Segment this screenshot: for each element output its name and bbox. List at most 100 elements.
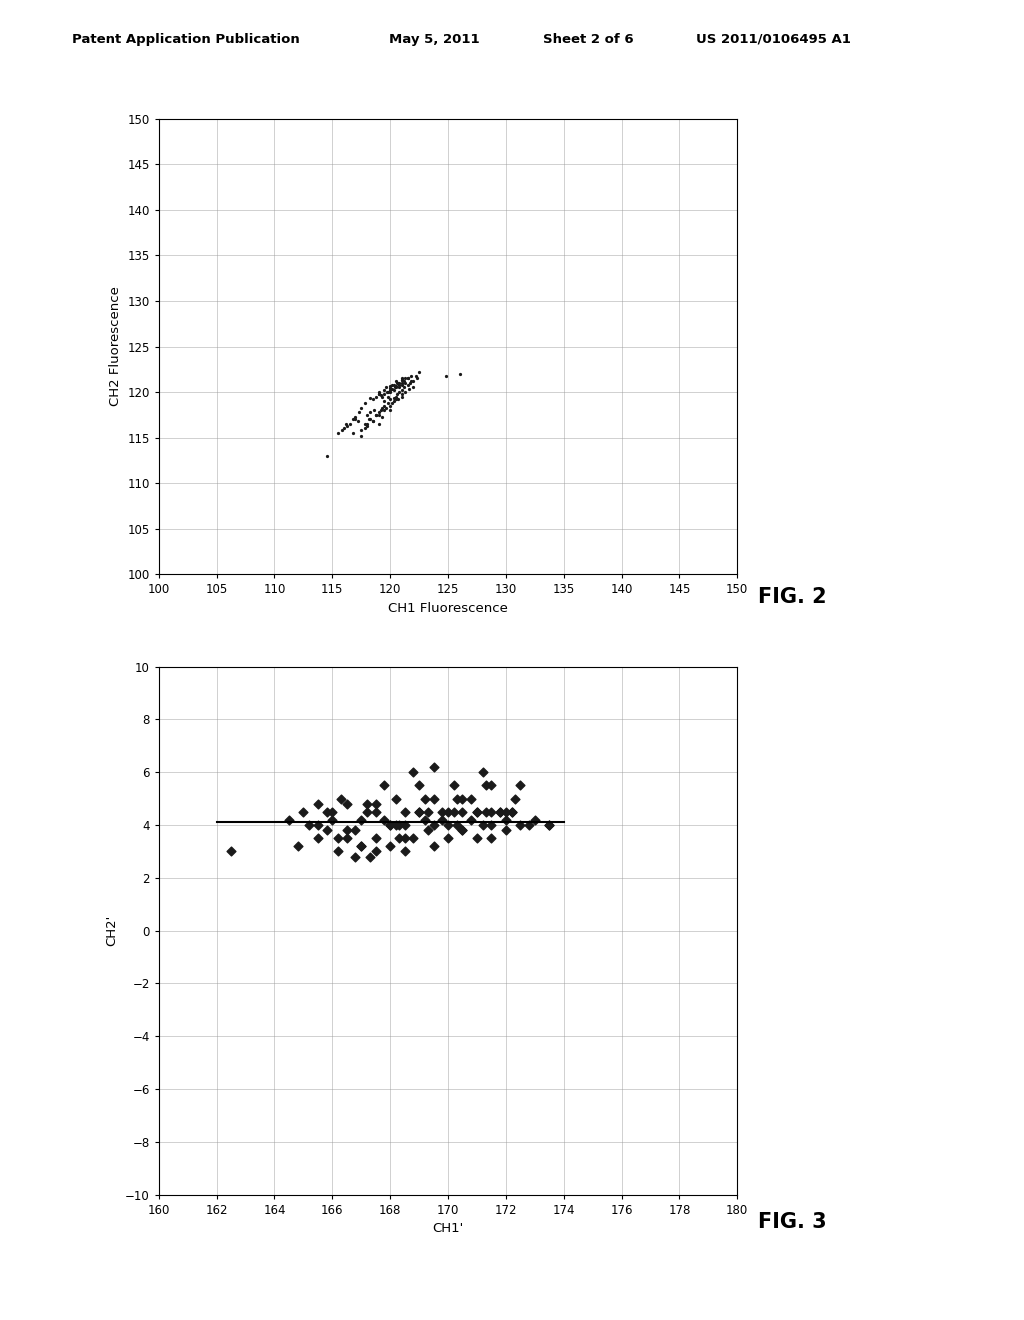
- Point: [374, 407, 390, 428]
- Point: [374, 397, 390, 418]
- Point: [347, 409, 364, 430]
- Point: [281, 809, 297, 830]
- Point: [380, 385, 396, 407]
- Point: [504, 801, 520, 822]
- Point: [445, 801, 462, 822]
- Point: [393, 385, 410, 407]
- Point: [401, 372, 418, 393]
- Point: [384, 392, 400, 413]
- Point: [455, 820, 471, 841]
- Point: [400, 379, 417, 400]
- Point: [376, 775, 392, 796]
- Point: [388, 375, 404, 396]
- Point: [411, 801, 427, 822]
- Point: [371, 413, 387, 434]
- Point: [434, 809, 451, 830]
- Point: [393, 374, 410, 395]
- Point: [353, 836, 370, 857]
- Point: [373, 400, 389, 421]
- Point: [504, 801, 520, 822]
- Point: [397, 381, 414, 403]
- Point: [512, 775, 528, 796]
- Point: [361, 409, 378, 430]
- Point: [382, 836, 398, 857]
- Point: [406, 378, 422, 399]
- Point: [377, 378, 393, 399]
- Point: [309, 793, 326, 814]
- Point: [455, 801, 471, 822]
- Point: [455, 820, 471, 841]
- Point: [463, 788, 479, 809]
- Point: [411, 801, 427, 822]
- Point: [399, 374, 416, 395]
- Point: [380, 381, 396, 403]
- Point: [541, 814, 557, 836]
- Point: [425, 836, 441, 857]
- Point: [402, 371, 419, 392]
- Point: [356, 413, 373, 434]
- Point: [393, 370, 410, 391]
- Point: [463, 809, 479, 830]
- Point: [469, 801, 485, 822]
- Point: [390, 814, 407, 836]
- Point: [353, 397, 370, 418]
- Point: [387, 376, 403, 397]
- Point: [384, 374, 400, 395]
- Point: [391, 374, 408, 395]
- Point: [408, 366, 424, 387]
- Point: [396, 841, 413, 862]
- Point: [365, 389, 381, 411]
- Point: [390, 828, 407, 849]
- Point: [384, 379, 400, 400]
- Point: [492, 801, 508, 822]
- Point: [368, 385, 384, 407]
- Point: [477, 801, 494, 822]
- Point: [368, 828, 384, 849]
- Point: [382, 814, 398, 836]
- Point: [365, 411, 381, 432]
- Point: [406, 762, 422, 783]
- Point: [483, 801, 500, 822]
- Point: [474, 762, 490, 783]
- Point: [362, 409, 379, 430]
- Point: [309, 814, 326, 836]
- Y-axis label: CH2': CH2': [105, 915, 118, 946]
- Point: [483, 775, 500, 796]
- Point: [382, 389, 398, 411]
- Point: [469, 828, 485, 849]
- Point: [318, 445, 335, 466]
- Point: [376, 380, 392, 401]
- Point: [358, 404, 375, 425]
- Point: [353, 425, 370, 446]
- Point: [347, 846, 364, 867]
- Point: [396, 371, 413, 392]
- Point: [385, 374, 401, 395]
- Point: [388, 385, 404, 407]
- Point: [393, 370, 410, 391]
- Point: [498, 820, 514, 841]
- Point: [420, 820, 436, 841]
- Text: FIG. 3: FIG. 3: [758, 1212, 826, 1232]
- Point: [223, 841, 240, 862]
- Point: [541, 814, 557, 836]
- Point: [376, 809, 392, 830]
- Point: [389, 383, 406, 404]
- Point: [440, 814, 457, 836]
- Point: [399, 368, 416, 389]
- Point: [368, 404, 384, 425]
- Point: [295, 801, 311, 822]
- Point: [382, 814, 398, 836]
- Point: [371, 383, 387, 404]
- Point: [290, 836, 306, 857]
- Point: [425, 788, 441, 809]
- Point: [336, 418, 352, 440]
- Point: [396, 378, 413, 399]
- Point: [339, 820, 355, 841]
- Point: [368, 793, 384, 814]
- Point: [356, 392, 373, 413]
- Point: [391, 381, 408, 403]
- Point: [325, 809, 341, 830]
- Point: [366, 400, 382, 421]
- Point: [388, 389, 404, 411]
- Point: [376, 400, 392, 421]
